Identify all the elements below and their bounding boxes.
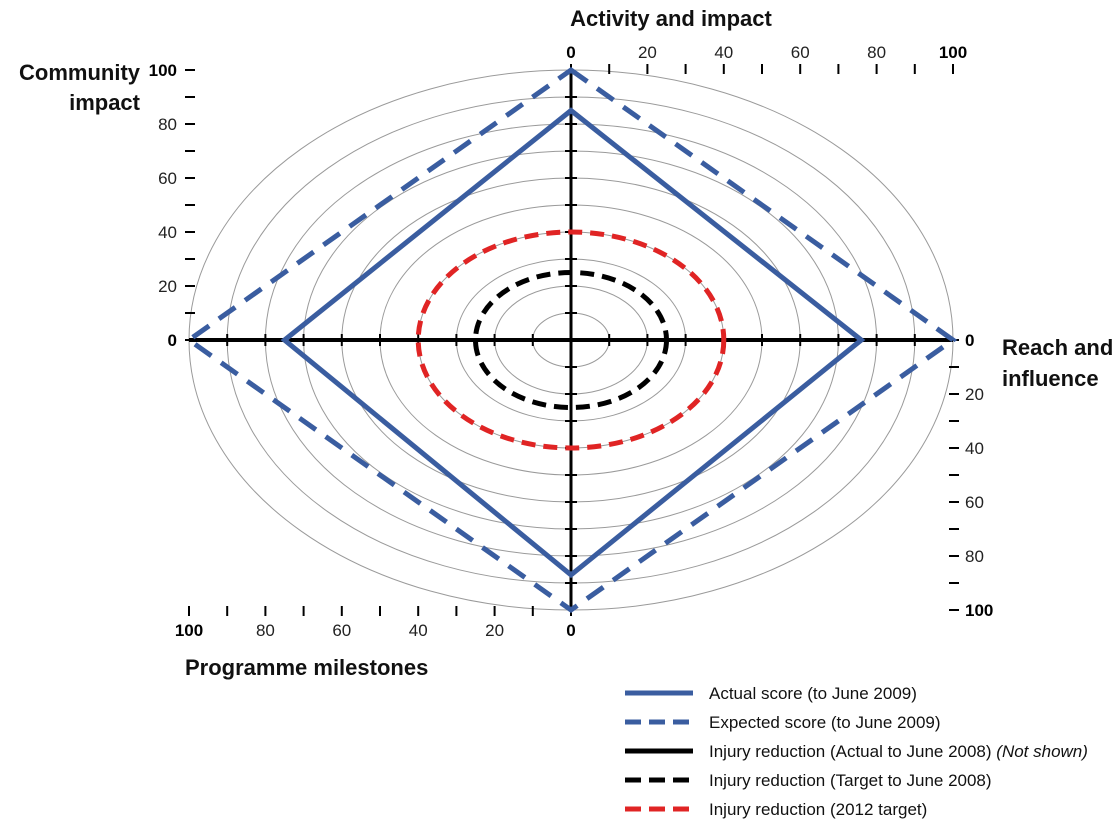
tick-label-programme: 80 xyxy=(256,621,275,640)
tick-label-activity: 100 xyxy=(939,43,967,62)
ticks: 0 20 40 60 80 100 0 20 40 60 80 100 100 80 60 40 20 0 100 8… xyxy=(149,43,994,640)
tick-label-programme: 20 xyxy=(485,621,504,640)
series-layer xyxy=(184,66,958,614)
series-dashed-ellipse-3 xyxy=(473,270,669,410)
legend-label-4: Injury reduction (2012 target) xyxy=(709,800,927,819)
legend-label-2: Injury reduction (Actual to June 2008) (… xyxy=(709,742,1088,761)
tick-label-reach: 100 xyxy=(965,601,993,620)
series-dashed-polygon-1 xyxy=(184,66,958,614)
axis-title-community-line1: Community xyxy=(19,60,141,85)
tick-label-reach: 40 xyxy=(965,439,984,458)
tick-label-programme: 100 xyxy=(175,621,203,640)
legend: Actual score (to June 2009) Expected scor… xyxy=(625,684,1088,819)
legend-label-1: Expected score (to June 2009) xyxy=(709,713,941,732)
tick-label-activity: 20 xyxy=(638,43,657,62)
series-dashed-ellipse-4 xyxy=(415,229,727,451)
legend-label-0: Actual score (to June 2009) xyxy=(709,684,917,703)
tick-label-community: 40 xyxy=(158,223,177,242)
axis-title-community-line2: impact xyxy=(69,90,141,115)
axis-title-reach-line2: influence xyxy=(1002,366,1099,391)
tick-label-community: 60 xyxy=(158,169,177,188)
tick-label-reach: 20 xyxy=(965,385,984,404)
legend-label-3: Injury reduction (Target to June 2008) xyxy=(709,771,992,790)
tick-label-reach: 80 xyxy=(965,547,984,566)
tick-label-reach: 0 xyxy=(965,331,974,350)
tick-label-programme: 40 xyxy=(409,621,428,640)
tick-label-community: 0 xyxy=(168,331,177,350)
tick-label-community: 20 xyxy=(158,277,177,296)
tick-label-programme: 0 xyxy=(566,621,575,640)
axes xyxy=(189,70,953,610)
tick-label-community: 100 xyxy=(149,61,177,80)
tick-label-programme: 60 xyxy=(332,621,351,640)
axis-title-reach-line1: Reach and xyxy=(1002,335,1113,360)
tick-label-reach: 60 xyxy=(965,493,984,512)
tick-label-activity: 40 xyxy=(714,43,733,62)
tick-label-activity: 0 xyxy=(566,43,575,62)
series-solid-polygon-0 xyxy=(280,107,866,579)
tick-label-activity: 80 xyxy=(867,43,886,62)
tick-label-community: 80 xyxy=(158,115,177,134)
axis-title-programme: Programme milestones xyxy=(185,655,428,680)
axis-title-activity: Activity and impact xyxy=(570,6,772,31)
tick-label-activity: 60 xyxy=(791,43,810,62)
